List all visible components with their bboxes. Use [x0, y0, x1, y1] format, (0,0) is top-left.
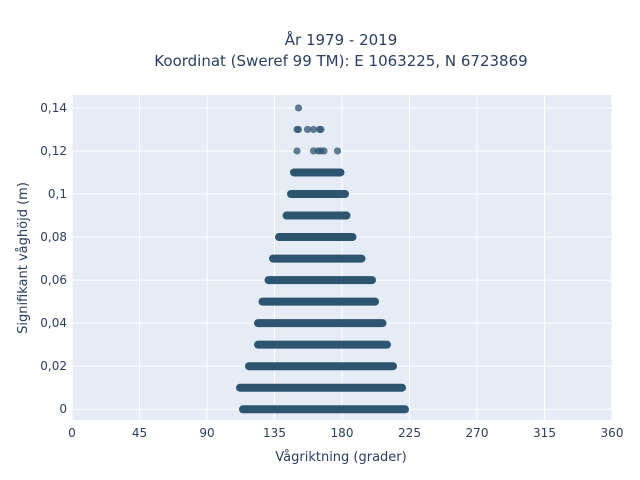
y-tick-label: 0,02: [40, 359, 67, 373]
data-point: [383, 341, 391, 349]
data-point: [401, 405, 409, 413]
x-axis-title: Vågriktning (grader): [275, 450, 406, 465]
data-point: [254, 319, 262, 327]
data-point: [341, 190, 349, 198]
data-point: [236, 384, 244, 392]
data-point: [368, 276, 376, 284]
x-tick-label: 45: [132, 426, 147, 440]
data-point: [342, 211, 351, 220]
data-point: [398, 384, 406, 392]
y-tick-label: 0,12: [40, 144, 67, 158]
data-point: [264, 276, 273, 284]
y-axis-ticks: 0 0,02 0,04 0,06 0,08 0,1 0,12 0,14: [40, 101, 67, 416]
data-point: [269, 254, 277, 263]
chart-title-line-1: År 1979 - 2019: [285, 30, 398, 49]
y-tick-label: 0,06: [40, 273, 67, 287]
x-tick-label: 135: [263, 426, 286, 440]
data-point: [333, 147, 342, 155]
y-tick-label: 0,08: [40, 230, 67, 244]
data-point: [282, 211, 291, 220]
x-tick-label: 270: [466, 426, 489, 440]
data-point: [245, 362, 253, 370]
data-point: [287, 190, 295, 198]
data-point: [371, 298, 379, 306]
x-tick-label: 315: [533, 426, 556, 440]
y-tick-label: 0,1: [48, 187, 67, 201]
data-point: [290, 168, 298, 177]
data-point: [389, 362, 397, 370]
data-point: [320, 147, 328, 155]
data-point: [254, 341, 262, 349]
x-tick-label: 360: [601, 426, 624, 440]
x-tick-label: 180: [331, 426, 354, 440]
data-point: [309, 125, 318, 134]
data-point: [294, 125, 303, 134]
x-tick-label: 90: [199, 426, 214, 440]
data-point: [275, 233, 283, 241]
data-point: [258, 298, 267, 306]
data-point: [293, 147, 301, 155]
data-points: [293, 104, 342, 155]
y-tick-label: 0,14: [40, 101, 67, 115]
data-point: [303, 125, 312, 134]
data-point: [348, 233, 357, 241]
y-tick-label: 0,04: [40, 316, 67, 330]
x-tick-label: 225: [398, 426, 421, 440]
data-point: [357, 254, 366, 263]
y-tick-label: 0: [59, 402, 67, 416]
data-point: [294, 104, 303, 112]
x-tick-label: 0: [68, 426, 76, 440]
data-point: [378, 319, 387, 327]
chart-title-line-2: Koordinat (Sweref 99 TM): E 1063225, N 6…: [154, 52, 527, 70]
data-point: [239, 405, 247, 413]
y-axis-title: Signifikant våghöjd (m): [16, 182, 31, 334]
data-point: [317, 125, 325, 134]
data-point: [336, 168, 345, 177]
x-axis-ticks: 0 45 90 135 180 225 270 315 360: [68, 426, 623, 440]
data-bands: [236, 168, 409, 414]
